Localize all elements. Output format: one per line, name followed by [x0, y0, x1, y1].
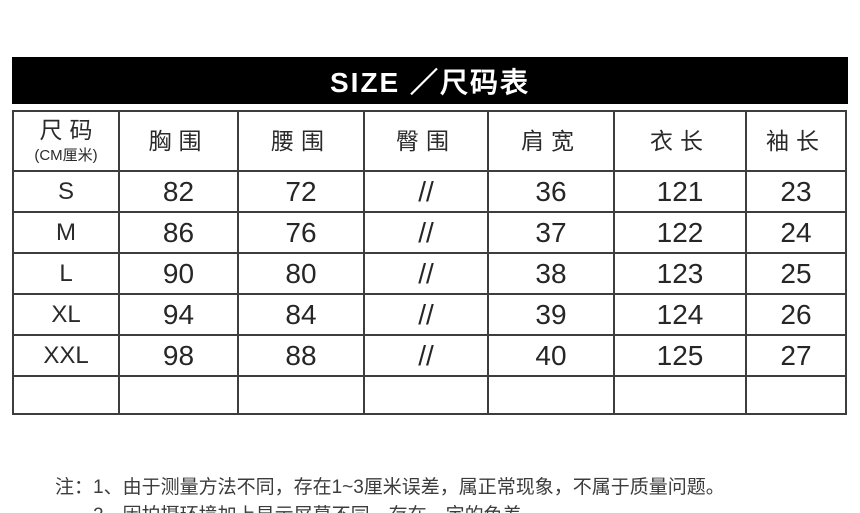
- size-chart-title-bar: SIZE ／尺码表: [12, 57, 848, 104]
- value-cell-waist: 84: [237, 293, 365, 336]
- table-row-s: S 82 72 // 36 121 23: [12, 170, 847, 213]
- notes: 注：1、由于测量方法不同，存在1~3厘米误差，属正常现象，不属于质量问题。 2、…: [55, 474, 845, 513]
- size-cell: XL: [12, 293, 120, 336]
- value-cell-hip: //: [363, 211, 489, 254]
- empty-cell: [363, 375, 489, 415]
- size-chart-table: 尺码 (CM厘米) 胸围 腰围 臀围 肩宽 衣长 袖长 S 82 72 // 3…: [12, 110, 847, 415]
- value-cell-waist: 76: [237, 211, 365, 254]
- value-cell-hip: //: [363, 170, 489, 213]
- value-cell-length: 122: [613, 211, 747, 254]
- size-cell: S: [12, 170, 120, 213]
- value-cell-bust: 82: [118, 170, 239, 213]
- value-cell-sleeve: 24: [745, 211, 847, 254]
- column-header-size-unit: (CM厘米): [34, 147, 98, 165]
- value-cell-bust: 98: [118, 334, 239, 377]
- size-cell: L: [12, 252, 120, 295]
- table-row-xl: XL 94 84 // 39 124 26: [12, 293, 847, 336]
- column-header-bust-label: 胸围: [148, 127, 209, 154]
- note-line-2: 2、因拍摄环境加上显示屏幕不同，存在一定的色差。: [55, 502, 845, 513]
- column-header-bust: 胸围: [118, 110, 239, 172]
- column-header-hip: 臀围: [363, 110, 489, 172]
- column-header-shoulder: 肩宽: [487, 110, 615, 172]
- column-header-length: 衣长: [613, 110, 747, 172]
- column-header-waist-label: 腰围: [271, 127, 331, 154]
- table-row-m: M 86 76 // 37 122 24: [12, 211, 847, 254]
- column-header-size: 尺码 (CM厘米): [12, 110, 120, 172]
- table-row-xxl: XXL 98 88 // 40 125 27: [12, 334, 847, 377]
- value-cell-sleeve: 26: [745, 293, 847, 336]
- empty-cell: [613, 375, 747, 415]
- column-header-length-label: 衣长: [650, 127, 710, 154]
- value-cell-shoulder: 39: [487, 293, 615, 336]
- value-cell-sleeve: 27: [745, 334, 847, 377]
- value-cell-shoulder: 37: [487, 211, 615, 254]
- value-cell-sleeve: 23: [745, 170, 847, 213]
- column-header-shoulder-label: 肩宽: [521, 127, 581, 154]
- note-line-1: 注：1、由于测量方法不同，存在1~3厘米误差，属正常现象，不属于质量问题。: [55, 477, 725, 498]
- table-row-empty: [12, 375, 847, 415]
- size-cell: XXL: [12, 334, 120, 377]
- value-cell-length: 124: [613, 293, 747, 336]
- column-header-sleeve-label: 袖长: [766, 127, 826, 154]
- table-row-l: L 90 80 // 38 123 25: [12, 252, 847, 295]
- value-cell-length: 123: [613, 252, 747, 295]
- value-cell-shoulder: 40: [487, 334, 615, 377]
- value-cell-bust: 90: [118, 252, 239, 295]
- empty-cell: [237, 375, 365, 415]
- empty-cell: [12, 375, 120, 415]
- value-cell-sleeve: 25: [745, 252, 847, 295]
- value-cell-hip: //: [363, 293, 489, 336]
- value-cell-shoulder: 38: [487, 252, 615, 295]
- size-chart-title: SIZE ／尺码表: [329, 66, 530, 98]
- value-cell-hip: //: [363, 334, 489, 377]
- value-cell-bust: 94: [118, 293, 239, 336]
- value-cell-waist: 88: [237, 334, 365, 377]
- value-cell-shoulder: 36: [487, 170, 615, 213]
- value-cell-length: 121: [613, 170, 747, 213]
- value-cell-waist: 80: [237, 252, 365, 295]
- value-cell-length: 125: [613, 334, 747, 377]
- size-cell: M: [12, 211, 120, 254]
- header-row: 尺码 (CM厘米) 胸围 腰围 臀围 肩宽 衣长 袖长: [12, 110, 847, 172]
- column-header-waist: 腰围: [237, 110, 365, 172]
- column-header-size-label: 尺码: [39, 116, 100, 143]
- value-cell-waist: 72: [237, 170, 365, 213]
- column-header-hip-label: 臀围: [396, 127, 456, 154]
- empty-cell: [487, 375, 615, 415]
- empty-cell: [745, 375, 847, 415]
- value-cell-bust: 86: [118, 211, 239, 254]
- empty-cell: [118, 375, 239, 415]
- column-header-sleeve: 袖长: [745, 110, 847, 172]
- value-cell-hip: //: [363, 252, 489, 295]
